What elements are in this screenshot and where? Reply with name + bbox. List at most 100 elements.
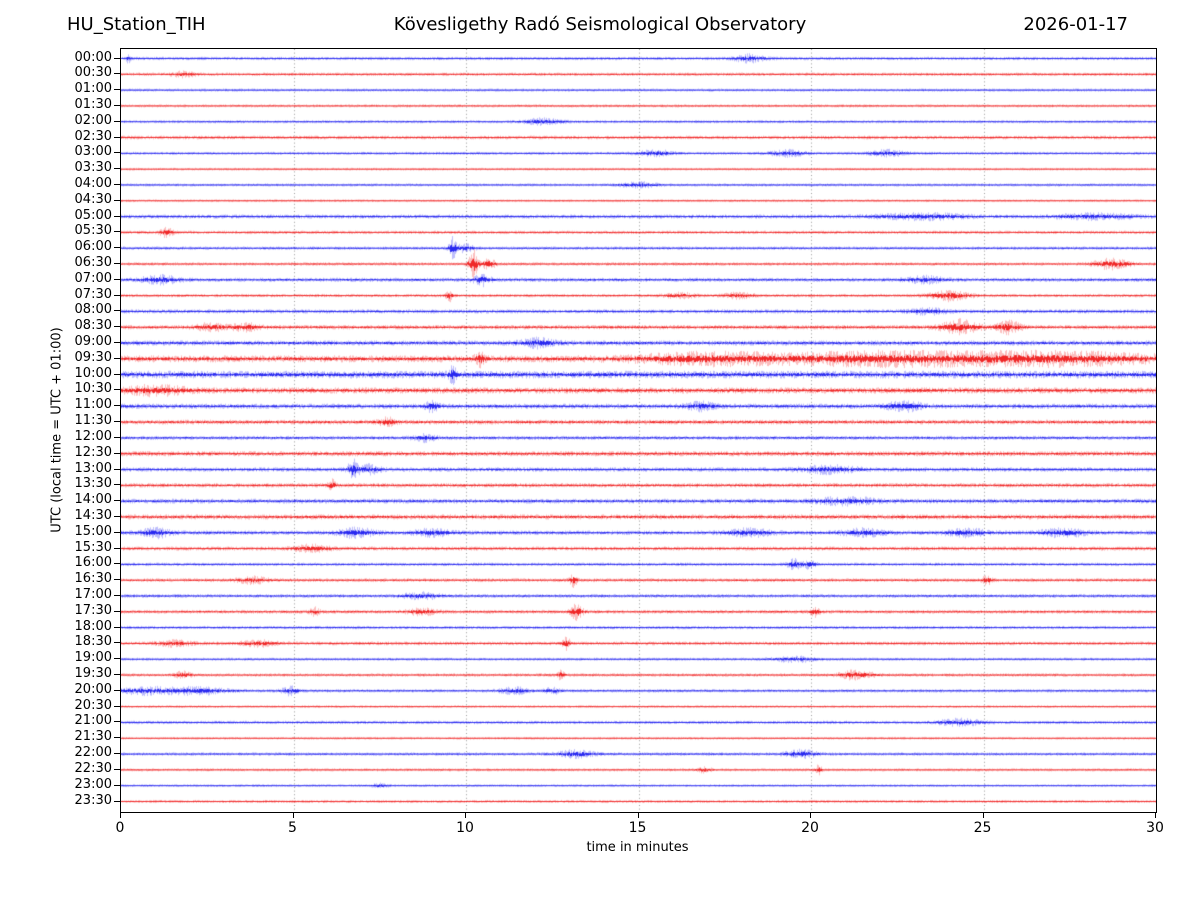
y-tick-label: 01:00 xyxy=(74,81,112,97)
station-title: HU_Station_TIH xyxy=(67,14,206,35)
y-tick-mark xyxy=(114,452,120,454)
y-tick-mark xyxy=(114,168,120,170)
y-tick-mark xyxy=(114,136,120,138)
y-tick-label: 23:00 xyxy=(74,776,112,792)
y-tick-label: 07:00 xyxy=(74,270,112,286)
y-tick-label: 15:00 xyxy=(74,523,112,539)
seismogram-canvas xyxy=(121,49,1156,812)
y-tick-label: 22:30 xyxy=(74,760,112,776)
y-tick-label: 05:30 xyxy=(74,223,112,239)
y-tick-mark xyxy=(114,784,120,786)
y-tick-mark xyxy=(114,705,120,707)
y-tick-label: 16:00 xyxy=(74,555,112,571)
y-tick-label: 22:00 xyxy=(74,745,112,761)
y-tick-mark xyxy=(114,389,120,391)
y-tick-label: 20:00 xyxy=(74,681,112,697)
y-tick-label: 20:30 xyxy=(74,697,112,713)
y-tick-mark xyxy=(114,579,120,581)
x-tick-mark xyxy=(120,813,121,818)
y-tick-mark xyxy=(114,120,120,122)
x-axis-label: time in minutes xyxy=(586,840,689,855)
x-tick-mark xyxy=(982,813,984,818)
y-tick-label: 13:00 xyxy=(74,460,112,476)
x-tick-label: 10 xyxy=(456,820,474,836)
y-tick-mark xyxy=(114,357,120,359)
y-tick-label: 19:30 xyxy=(74,666,112,682)
y-tick-mark xyxy=(114,310,120,312)
y-tick-label: 07:30 xyxy=(74,286,112,302)
y-tick-label: 04:30 xyxy=(74,191,112,207)
y-tick-label: 09:00 xyxy=(74,334,112,350)
y-tick-mark xyxy=(114,263,120,264)
y-tick-label: 05:00 xyxy=(74,207,112,223)
y-tick-label: 04:00 xyxy=(74,175,112,191)
y-tick-mark xyxy=(114,89,120,91)
y-tick-mark xyxy=(114,594,120,596)
y-tick-mark xyxy=(114,215,120,217)
x-tick-label: 5 xyxy=(288,820,297,836)
y-tick-label: 06:30 xyxy=(74,255,112,270)
y-tick-label: 23:30 xyxy=(74,792,112,808)
y-tick-mark xyxy=(114,626,120,628)
y-tick-label: 03:00 xyxy=(74,144,112,160)
y-tick-label: 14:00 xyxy=(74,492,112,508)
y-tick-mark xyxy=(114,658,120,660)
y-tick-label: 00:00 xyxy=(74,49,112,65)
y-tick-label: 16:30 xyxy=(74,571,112,587)
y-tick-mark xyxy=(114,373,120,375)
y-tick-mark xyxy=(114,674,120,676)
y-tick-mark xyxy=(114,800,120,802)
y-tick-mark xyxy=(114,531,120,533)
x-tick-label: 30 xyxy=(1146,820,1164,836)
y-tick-mark xyxy=(114,436,120,438)
y-tick-mark xyxy=(114,278,120,280)
y-tick-mark xyxy=(114,768,120,770)
y-tick-mark xyxy=(114,547,120,549)
y-tick-label: 00:30 xyxy=(74,65,112,81)
y-tick-mark xyxy=(114,183,120,185)
y-tick-mark xyxy=(114,737,120,739)
y-tick-label: 21:30 xyxy=(74,729,112,745)
x-tick-label: 0 xyxy=(115,820,125,836)
x-tick-label: 25 xyxy=(973,820,992,836)
x-tick-mark xyxy=(637,813,639,818)
y-tick-label: 12:30 xyxy=(74,444,112,460)
y-tick-label: 10:30 xyxy=(74,381,112,397)
y-tick-mark xyxy=(114,57,120,59)
y-tick-label: 10:00 xyxy=(74,365,112,381)
x-tick-mark xyxy=(1155,813,1156,818)
y-tick-label: 15:30 xyxy=(74,539,112,555)
y-tick-label: 06:00 xyxy=(74,239,112,255)
y-tick-mark xyxy=(114,753,120,755)
y-tick-mark xyxy=(114,721,120,723)
y-tick-label: 02:00 xyxy=(74,112,112,128)
y-tick-mark xyxy=(114,247,120,249)
y-tick-mark xyxy=(114,231,120,233)
y-tick-mark xyxy=(114,73,120,75)
y-tick-label: 13:30 xyxy=(74,476,112,492)
y-tick-mark xyxy=(114,689,120,691)
date-title: 2026-01-17 xyxy=(1023,14,1128,35)
x-tick-mark xyxy=(292,813,294,818)
y-tick-mark xyxy=(114,405,120,407)
y-tick-mark xyxy=(114,294,120,296)
y-tick-label: 11:30 xyxy=(74,413,112,429)
y-tick-label: 17:30 xyxy=(74,602,112,618)
y-tick-label: 14:30 xyxy=(74,507,112,523)
plot-area xyxy=(120,48,1157,813)
y-tick-mark xyxy=(114,104,120,106)
y-tick-mark xyxy=(114,500,120,502)
y-tick-label: 11:00 xyxy=(74,397,112,413)
y-tick-label: 18:00 xyxy=(74,618,112,634)
y-tick-mark xyxy=(114,342,120,344)
x-tick-label: 15 xyxy=(628,820,647,836)
y-tick-label: 09:30 xyxy=(74,349,112,365)
y-tick-label: 19:00 xyxy=(74,650,112,666)
y-tick-label: 12:00 xyxy=(74,428,112,444)
x-tick-mark xyxy=(810,813,811,818)
y-tick-mark xyxy=(114,421,120,423)
y-tick-label: 03:30 xyxy=(74,160,112,176)
y-tick-mark xyxy=(114,563,120,565)
observatory-title: Kövesligethy Radó Seismological Observat… xyxy=(393,14,807,35)
y-tick-label: 17:00 xyxy=(74,586,112,602)
